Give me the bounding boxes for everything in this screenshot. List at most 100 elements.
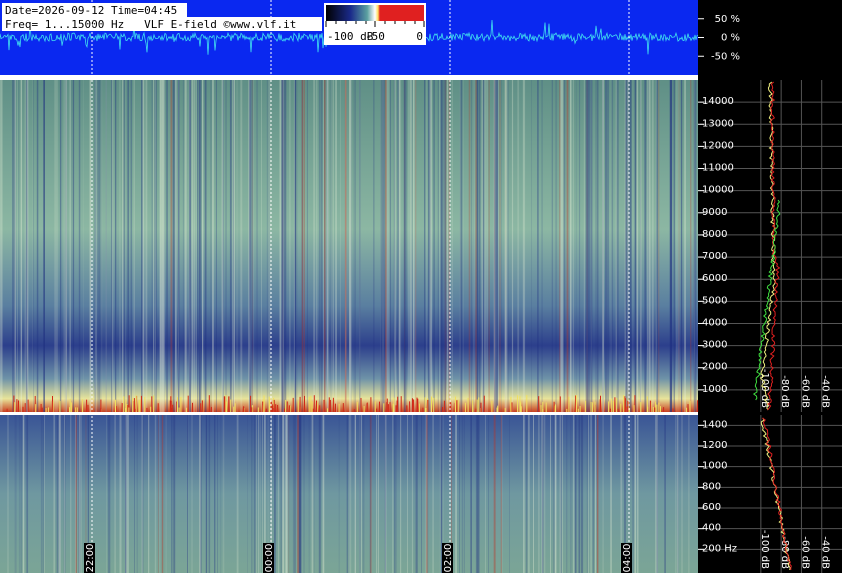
y-tick-label: 0 % xyxy=(721,33,740,44)
noise-burst xyxy=(416,397,418,412)
noise-burst xyxy=(319,405,321,412)
noise-burst xyxy=(467,397,469,412)
streak xyxy=(111,80,114,412)
streak xyxy=(470,415,472,573)
y-tick-label: 200 Hz xyxy=(702,543,737,554)
y-tick-label: 12000 xyxy=(702,140,734,151)
noise-burst xyxy=(422,407,424,412)
noise-burst xyxy=(626,406,628,412)
noise-burst xyxy=(553,401,555,412)
streak xyxy=(566,415,568,573)
noise-burst xyxy=(269,399,271,412)
streak xyxy=(20,415,22,573)
noise-burst xyxy=(504,407,506,412)
streak xyxy=(18,80,20,412)
streak xyxy=(517,80,520,412)
noise-burst xyxy=(559,396,561,412)
noise-burst xyxy=(13,395,15,412)
noise-burst xyxy=(575,395,577,412)
streak xyxy=(56,80,58,412)
streak xyxy=(233,80,235,412)
streak xyxy=(485,415,486,573)
noise-burst xyxy=(374,401,376,412)
streak xyxy=(443,80,446,412)
streak xyxy=(597,80,599,412)
streak xyxy=(314,80,316,412)
x-tick-label: -60 dB xyxy=(799,536,810,569)
streak xyxy=(408,80,410,412)
streak xyxy=(125,415,127,573)
streak xyxy=(350,415,352,573)
streak xyxy=(463,415,465,573)
streak xyxy=(636,415,639,573)
streak xyxy=(655,80,658,412)
streak xyxy=(191,415,193,573)
noise-burst xyxy=(542,401,544,412)
colorbar-ticks xyxy=(325,21,425,27)
streak xyxy=(441,80,444,412)
noise-burst xyxy=(431,396,432,412)
streak xyxy=(394,415,396,573)
noise-burst xyxy=(689,400,691,412)
noise-burst xyxy=(52,401,54,412)
streak xyxy=(323,80,326,412)
streak xyxy=(451,80,453,412)
streak xyxy=(44,415,45,573)
streak xyxy=(232,80,234,412)
streak xyxy=(477,415,480,573)
noise-burst xyxy=(652,406,654,412)
streak xyxy=(537,80,539,412)
streak xyxy=(393,80,395,412)
noise-burst xyxy=(443,400,445,412)
streak xyxy=(0,80,2,412)
streak xyxy=(141,415,144,573)
streak xyxy=(106,415,107,573)
streak xyxy=(493,80,496,412)
noise-burst xyxy=(233,406,235,412)
streak xyxy=(253,415,256,573)
streak xyxy=(602,80,604,412)
streak xyxy=(175,80,177,412)
streak xyxy=(89,80,91,412)
streak xyxy=(636,80,639,412)
streak xyxy=(416,415,418,573)
streak xyxy=(166,80,168,412)
noise-burst xyxy=(617,408,619,412)
streak xyxy=(531,80,532,412)
streak xyxy=(79,80,81,412)
noise-burst xyxy=(288,405,290,412)
streak xyxy=(437,80,439,412)
streak xyxy=(542,415,544,573)
noise-burst xyxy=(554,405,556,412)
noise-burst xyxy=(226,401,228,412)
noise-burst xyxy=(310,395,312,412)
noise-burst xyxy=(144,397,146,412)
streak xyxy=(173,415,176,573)
streak xyxy=(20,80,22,412)
noise-burst xyxy=(655,401,657,412)
noise-burst xyxy=(387,404,389,412)
noise-burst xyxy=(251,405,253,412)
streak xyxy=(383,80,385,412)
noise-burst xyxy=(600,395,601,412)
streak xyxy=(615,80,617,412)
streak xyxy=(673,80,675,412)
noise-burst xyxy=(157,403,159,412)
streak xyxy=(380,80,382,412)
noise-burst xyxy=(409,401,411,412)
streak xyxy=(459,80,462,412)
streak xyxy=(630,80,632,412)
noise-burst xyxy=(138,400,140,412)
noise-burst xyxy=(424,397,426,412)
time-label: 04:00 xyxy=(622,544,633,573)
streak xyxy=(280,80,283,412)
streak xyxy=(428,80,430,412)
streak xyxy=(488,80,490,412)
noise-burst xyxy=(126,403,128,412)
streak xyxy=(628,80,631,412)
y-tick-label: 2000 xyxy=(702,362,727,373)
streak xyxy=(610,80,612,412)
streak xyxy=(222,80,224,412)
noise-burst xyxy=(125,399,127,412)
streak xyxy=(282,80,284,412)
